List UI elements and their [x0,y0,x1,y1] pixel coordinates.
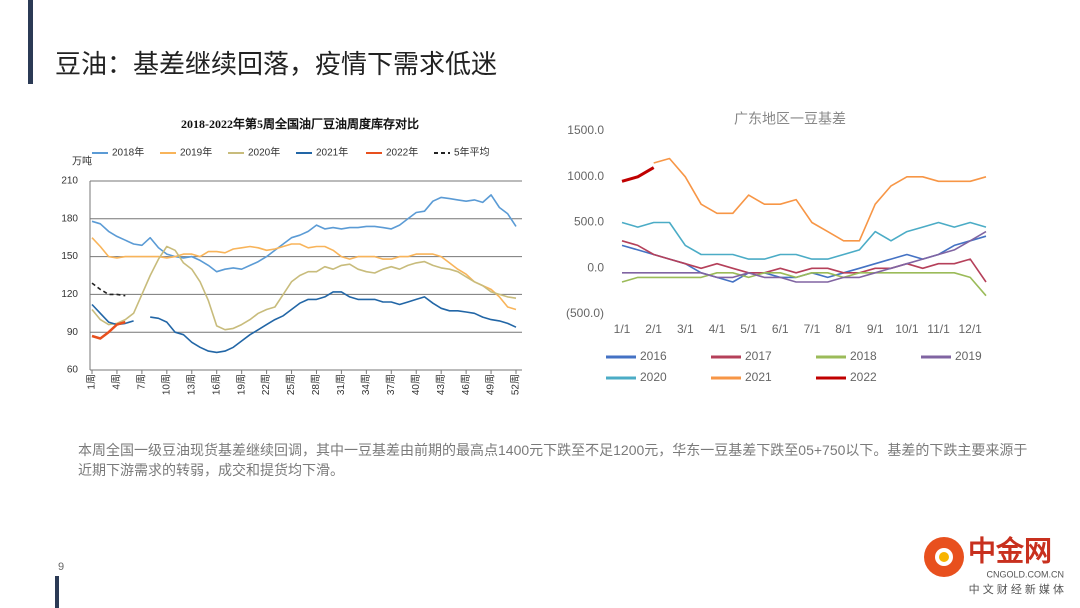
series-line [91,245,517,331]
y-tick-label: 500.0 [574,215,604,229]
x-tick-label: 43周 [435,374,447,395]
y-tick-label: 0.0 [587,260,604,274]
series-line [621,272,987,297]
x-tick-label: 19周 [235,374,247,395]
series-line [621,221,987,260]
y-tick-label: (500.0) [566,306,604,320]
x-tick-label: 9/1 [867,322,884,336]
y-tick-label: 1500.0 [567,123,604,137]
y-tick-label: 150 [61,251,78,262]
legend-label: 2020年 [248,146,280,159]
logo-tagline: 中 文 财 经 新 媒 体 [969,582,1064,596]
x-tick-label: 1/1 [614,322,631,336]
series-line [622,230,987,283]
paragraph-box: 本周全国一级豆油现货基差继续回调，其中一豆基差由前期的最高点1400元下跌至不足… [78,442,1028,478]
x-tick-label: 31周 [335,374,347,395]
y-unit: 万吨 [72,155,92,168]
accent-bar [55,576,59,608]
paragraph: 本周全国一级豆油现货基差继续回调，其中一豆基差由前期的最高点1400元下跌至不足… [78,442,1028,478]
logo-icon [939,552,949,562]
page-number: 9 [58,561,64,573]
legend-label: 2019 [955,349,982,363]
slide-title: 豆油：基差继续回落，疫情下需求低迷 [55,49,497,79]
x-tick-label: 10周 [160,374,172,395]
series-line [91,291,517,354]
legend-label: 2019年 [180,146,212,159]
x-tick-label: 11/1 [927,322,950,336]
legend-label: 2017 [745,349,772,363]
legend-label: 2021 [745,370,772,384]
x-tick-label: 52周 [510,374,522,395]
y-tick-label: 120 [61,289,78,300]
x-tick-label: 4周 [111,374,123,390]
x-tick-label: 4/1 [709,322,726,336]
legend-label: 5年平均 [454,146,490,159]
y-tick-label: 60 [67,365,79,376]
series-line [91,282,126,297]
legend-label: 2018 [850,349,877,363]
x-tick-label: 37周 [385,374,397,395]
x-tick-label: 28周 [310,374,322,395]
x-tick-label: 13周 [185,374,197,395]
series-line [653,157,987,242]
legend-label: 2020 [640,370,667,384]
y-tick-label: 1000.0 [567,169,604,183]
legend-label: 2022 [850,370,877,384]
x-tick-label: 7/1 [804,322,821,336]
accent-bar [28,0,33,84]
y-tick-label: 90 [67,327,79,338]
x-tick-label: 2/1 [645,322,662,336]
x-tick-label: 22周 [260,374,272,395]
x-tick-label: 25周 [285,374,297,395]
x-tick-label: 46周 [460,374,472,395]
x-tick-label: 3/1 [677,322,694,336]
x-tick-label: 6/1 [772,322,789,336]
x-tick-label: 1周 [86,374,98,390]
x-tick-label: 49周 [485,374,497,395]
logo-domain: CNGOLD.COM.CN [986,569,1064,579]
series-line [91,237,517,311]
x-tick-label: 7周 [136,374,148,390]
series-line [621,240,987,283]
y-tick-label: 210 [61,176,78,187]
legend-label: 2021年 [316,146,348,159]
logo-name: 中金网 [968,534,1052,566]
chart-title: 2018-2022年第5周全国油厂豆油周度库存对比 [181,116,419,131]
series-line [91,194,517,273]
y-tick-label: 180 [61,213,78,224]
x-tick-label: 8/1 [835,322,852,336]
x-tick-label: 5/1 [740,322,757,336]
x-tick-label: 40周 [410,374,422,395]
x-tick-label: 16周 [210,374,222,395]
x-tick-label: 34周 [360,374,372,395]
series-line [621,166,655,183]
chart-title: 广东地区一豆基差 [734,111,846,127]
legend-label: 2018年 [112,146,144,159]
x-tick-label: 12/1 [958,322,982,336]
legend-label: 2016 [640,349,667,363]
series-line [91,320,126,340]
legend-label: 2022年 [386,146,418,159]
x-tick-label: 10/1 [895,322,919,336]
